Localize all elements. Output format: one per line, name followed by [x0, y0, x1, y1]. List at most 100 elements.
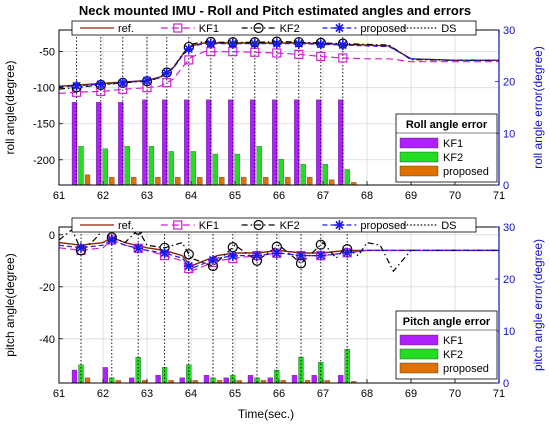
bar-kf1	[311, 375, 317, 383]
legend-label-ds: DS	[441, 23, 456, 35]
bar-legend-label: KF2	[443, 152, 463, 164]
legend-label-kf1: KF1	[199, 23, 219, 35]
bar-kf1	[338, 375, 344, 383]
line-legend: ref. KF1 KF2 proposed DS	[71, 217, 477, 233]
x-tick-label: 64	[185, 388, 197, 400]
bar-proposed	[351, 182, 357, 185]
legend-marker-kf1	[173, 220, 183, 230]
bar-legend-label: KF1	[443, 335, 463, 347]
bar-proposed	[219, 177, 225, 185]
marker-kf1	[294, 49, 304, 59]
legend-marker-kf2	[253, 219, 264, 231]
x-tick-label: 65	[229, 388, 241, 400]
x-tick-label: 68	[361, 388, 373, 400]
marker-kf2	[183, 249, 194, 260]
legend-label-kf1: KF1	[199, 220, 219, 232]
bar-kf2	[300, 164, 306, 185]
y2-tick-label: 20	[503, 77, 515, 89]
bar-proposed	[285, 177, 291, 185]
y-axis-label: pitch angle(degree)	[3, 253, 17, 356]
x-axis-label: Time(sec.)	[238, 407, 294, 421]
x-tick-label: 71	[493, 388, 505, 400]
bar-legend-swatch	[399, 334, 439, 346]
x-tick-label: 61	[53, 190, 65, 202]
marker-proposed	[315, 39, 326, 50]
y2-tick-label: 10	[503, 128, 515, 140]
x-tick-label: 71	[493, 190, 505, 202]
marker-kf1	[184, 55, 194, 65]
bar-legend-label: proposed	[443, 166, 489, 178]
legend-label-proposed: proposed	[360, 23, 406, 35]
marker-proposed	[117, 77, 128, 88]
x-tick-label: 62	[97, 388, 109, 400]
figure-title: Neck mounted IMU - Roll and Pitch estima…	[79, 3, 471, 18]
marker-kf1	[338, 53, 348, 63]
marker-kf1	[162, 78, 172, 88]
bar-kf2	[168, 151, 174, 185]
bar-kf2	[318, 362, 324, 383]
bar-proposed	[131, 177, 137, 185]
line-legend: ref. KF1 KF2 proposed DS	[71, 20, 477, 36]
y-tick-label: -50	[39, 47, 55, 59]
x-tick-label: 64	[185, 190, 197, 202]
x-tick-label: 70	[449, 190, 461, 202]
bar-kf1	[203, 375, 210, 383]
y-axis-label: roll angle(degree)	[3, 60, 17, 154]
bar-proposed	[109, 177, 115, 185]
legend-marker-proposed	[334, 23, 345, 33]
marker-proposed	[337, 40, 348, 51]
marker-proposed	[76, 242, 86, 253]
bar-proposed	[351, 381, 357, 383]
y-tick-label: -100	[33, 83, 55, 95]
y-tick-label: -20	[39, 282, 55, 294]
roll-panel: 61 62 63 64 65 66 67 68 69 70 71 -50 -100 -150 -200 0 10…	[3, 20, 545, 202]
marker-proposed	[183, 43, 194, 54]
bar-kf2	[344, 349, 350, 383]
marker-proposed	[71, 80, 82, 91]
bar-kf2	[322, 164, 328, 185]
line-ref	[59, 42, 499, 87]
x-tick-label: 67	[317, 190, 329, 202]
x-tick-label: 63	[141, 190, 153, 202]
y-tick-label: -40	[39, 334, 55, 346]
x-tick-label: 68	[361, 190, 373, 202]
bar-proposed	[241, 177, 247, 185]
bar-proposed	[84, 174, 91, 185]
x-tick-label: 70	[449, 388, 461, 400]
marker-proposed	[252, 250, 262, 261]
legend-label-kf2: KF2	[280, 220, 300, 232]
bar-legend-label: proposed	[443, 363, 489, 375]
x-tick-label: 62	[97, 190, 109, 202]
bar-legend: Roll angle error KF1 KF2 proposed	[395, 113, 498, 183]
bar-kf2	[344, 169, 350, 185]
bar-kf2	[190, 151, 196, 185]
bar-kf2	[212, 153, 218, 185]
bar-kf1	[223, 377, 229, 383]
y2-tick-label: 0	[503, 378, 509, 390]
bar-legend-label: KF1	[443, 138, 463, 150]
x-tick-label: 69	[405, 388, 417, 400]
marker-proposed	[315, 250, 326, 261]
marker-proposed	[161, 67, 172, 78]
bar-legend-swatch	[399, 348, 439, 360]
error-bars	[71, 99, 357, 185]
bar-legend-title: Roll angle error	[406, 119, 488, 131]
bar-kf1	[96, 102, 102, 185]
marker-proposed	[271, 248, 282, 259]
marker-proposed	[271, 38, 282, 49]
y-tick-label: 0	[49, 230, 55, 242]
legend-label-ref: ref.	[118, 220, 134, 232]
marker-proposed	[183, 261, 194, 271]
bar-kf1	[118, 102, 124, 185]
line-proposed	[59, 239, 499, 270]
bar-legend-title: Pitch angle error	[403, 316, 491, 328]
marker-kf1	[316, 51, 326, 62]
bar-kf2	[78, 146, 84, 185]
bar-legend-swatch	[399, 137, 439, 149]
bar-legend-swatch	[399, 362, 439, 374]
pitch-panel: 61 62 63 64 65 66 67 68 69 70 710-20-400102030pitc…	[3, 217, 545, 400]
y2-tick-label: 30	[503, 25, 515, 37]
x-tick-label: 69	[405, 190, 417, 202]
bar-kf1	[267, 377, 273, 383]
